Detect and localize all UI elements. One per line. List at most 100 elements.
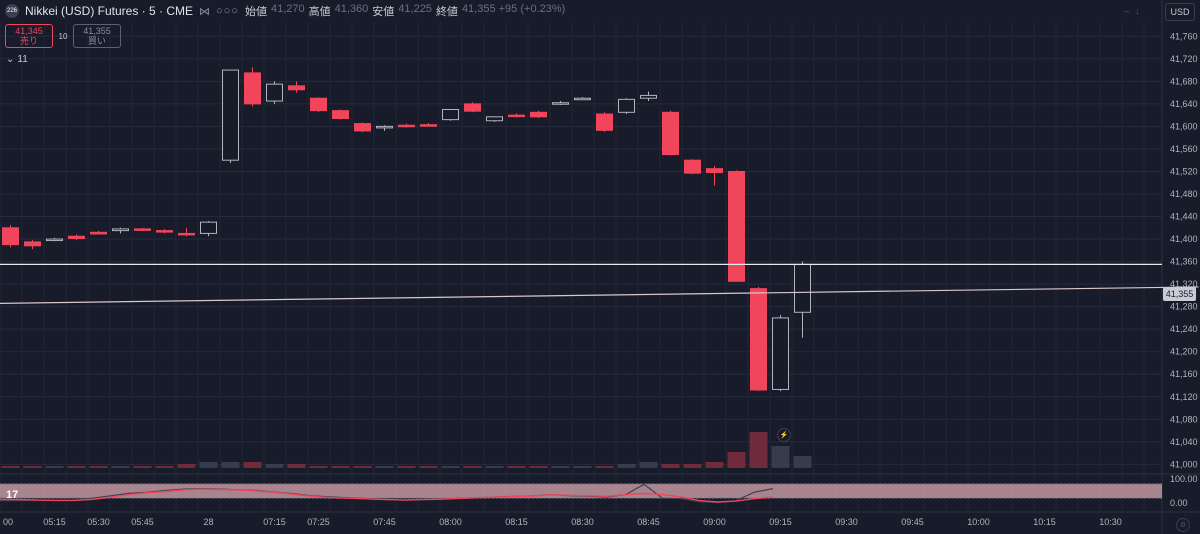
time-tick-label: 05:30 bbox=[87, 517, 110, 527]
candle-body bbox=[178, 232, 195, 236]
maximize-icon[interactable]: ↓ bbox=[1135, 6, 1140, 16]
high-label: 高値 bbox=[308, 6, 331, 18]
candles[interactable] bbox=[2, 67, 811, 392]
low-value: 41,225 bbox=[398, 3, 432, 15]
price-tick-label: 41,640 bbox=[1170, 99, 1198, 109]
trade-panel: 41,345 売り 10 41,355 買い bbox=[5, 24, 121, 48]
candle-body bbox=[442, 108, 459, 121]
time-tick-label: 00 bbox=[3, 517, 13, 527]
trend-line bbox=[0, 286, 1199, 304]
price-tick-label: 41,320 bbox=[1170, 279, 1198, 289]
volume-bar bbox=[661, 464, 680, 468]
price-tick-label: 41,000 bbox=[1170, 459, 1198, 469]
volume-bar bbox=[89, 466, 108, 468]
sell-label: 売り bbox=[19, 36, 38, 46]
volume-bar bbox=[23, 466, 42, 468]
more-dots[interactable]: ○○○ bbox=[216, 5, 239, 17]
volume-bar bbox=[573, 466, 592, 468]
candle-body bbox=[244, 72, 261, 105]
candle-body bbox=[354, 123, 371, 132]
time-tick-label: 05:45 bbox=[131, 517, 154, 527]
volume-bar bbox=[397, 466, 416, 468]
time-tick-label: 08:15 bbox=[505, 517, 528, 527]
volume-bar bbox=[177, 464, 196, 468]
candle-body bbox=[640, 94, 657, 99]
candle-body bbox=[134, 228, 151, 231]
chevron-down-icon: ⌄ bbox=[6, 54, 15, 65]
volume-bar bbox=[551, 466, 570, 468]
minimize-icon[interactable]: – bbox=[1124, 6, 1130, 16]
volume-bar bbox=[287, 464, 306, 468]
candle-body bbox=[222, 69, 239, 161]
time-tick-label: 08:00 bbox=[439, 517, 462, 527]
price-tick-label: 41,120 bbox=[1170, 392, 1198, 402]
time-tick-label: 07:25 bbox=[307, 517, 330, 527]
close-label: 終値 bbox=[435, 6, 458, 18]
volume-bar bbox=[133, 466, 152, 468]
volume-bar bbox=[749, 432, 768, 468]
settings-icon[interactable]: ⚙ bbox=[1176, 518, 1190, 532]
volume-bar bbox=[155, 466, 174, 468]
stochastic-pane[interactable] bbox=[0, 483, 1162, 504]
candle-body bbox=[310, 97, 327, 112]
price-tick-label: 41,560 bbox=[1170, 144, 1198, 154]
volume-bar bbox=[793, 456, 812, 468]
price-tick-label: 41,480 bbox=[1170, 189, 1198, 199]
candle-body bbox=[24, 241, 41, 247]
price-axis[interactable]: 41,760 41,720 41,680 41,640 41,600 41,560 41,5… bbox=[1170, 31, 1198, 508]
time-tick-label: 09:15 bbox=[769, 517, 792, 527]
candle-body bbox=[486, 116, 503, 122]
candle-body bbox=[772, 317, 789, 390]
price-tick-label: 41,720 bbox=[1170, 54, 1198, 64]
volume-bar bbox=[265, 464, 284, 468]
lightning-icon[interactable]: ⚡ bbox=[777, 428, 791, 442]
volume-bar bbox=[243, 462, 262, 468]
volume-bar bbox=[485, 466, 504, 468]
volume-bar bbox=[1, 466, 20, 468]
indicators-count: 11 bbox=[17, 54, 28, 65]
volume-bar bbox=[353, 466, 372, 468]
time-tick-label: 07:15 bbox=[263, 517, 286, 527]
price-tick-label: 41,240 bbox=[1170, 324, 1198, 334]
time-tick-label: 09:00 bbox=[703, 517, 726, 527]
low-label: 安値 bbox=[372, 6, 395, 18]
close-value: 41,355 +95 (+0.23%) bbox=[461, 3, 566, 15]
volume-bar bbox=[67, 466, 86, 468]
candle-body bbox=[508, 114, 525, 118]
price-tick-label: 41,440 bbox=[1170, 212, 1198, 222]
oscillator-tick-label: 0.00 bbox=[1170, 498, 1188, 508]
symbol-title[interactable]: Nikkei (USD) Futures · 5 · CME bbox=[25, 4, 194, 18]
price-tick-label: 41,400 bbox=[1170, 234, 1198, 244]
time-tick-label: 05:15 bbox=[43, 517, 66, 527]
quantity-field[interactable]: 10 bbox=[58, 31, 68, 41]
price-tick-label: 41,200 bbox=[1170, 347, 1198, 357]
compare-icon[interactable]: ⋈ bbox=[199, 5, 211, 18]
volume-bar bbox=[771, 446, 790, 468]
candle-body bbox=[596, 113, 613, 131]
candle-body bbox=[706, 168, 723, 174]
time-axis[interactable]: 00 05:15 05:30 05:45 28 07:15 07:25 07:45 08:00 0… bbox=[3, 517, 1122, 527]
drawn-lines[interactable] bbox=[0, 263, 1199, 304]
candle-body bbox=[112, 228, 129, 232]
time-tick-label: 07:45 bbox=[373, 517, 396, 527]
candle-body bbox=[684, 159, 701, 174]
top-right-controls: – ↓ bbox=[1124, 6, 1140, 16]
volume-bar bbox=[45, 466, 64, 468]
volume-bar bbox=[529, 466, 548, 468]
tradingview-logo[interactable]: 17 bbox=[6, 489, 19, 501]
indicators-toggle[interactable]: ⌄ 11 bbox=[6, 54, 28, 65]
candle-body bbox=[156, 230, 173, 233]
price-tick-label: 41,760 bbox=[1170, 31, 1198, 41]
symbol-badge[interactable]: 226 bbox=[5, 4, 19, 18]
candle-body bbox=[2, 227, 19, 246]
sell-button[interactable]: 41,345 売り bbox=[5, 24, 53, 48]
time-tick-label: 09:45 bbox=[901, 517, 924, 527]
buy-button[interactable]: 41,355 買い bbox=[73, 24, 121, 48]
time-tick-label: 09:30 bbox=[835, 517, 858, 527]
volume-bar bbox=[419, 466, 438, 468]
volume-bar bbox=[595, 466, 614, 468]
price-tick-label: 41,040 bbox=[1170, 437, 1198, 447]
currency-selector[interactable]: USD bbox=[1165, 3, 1195, 21]
